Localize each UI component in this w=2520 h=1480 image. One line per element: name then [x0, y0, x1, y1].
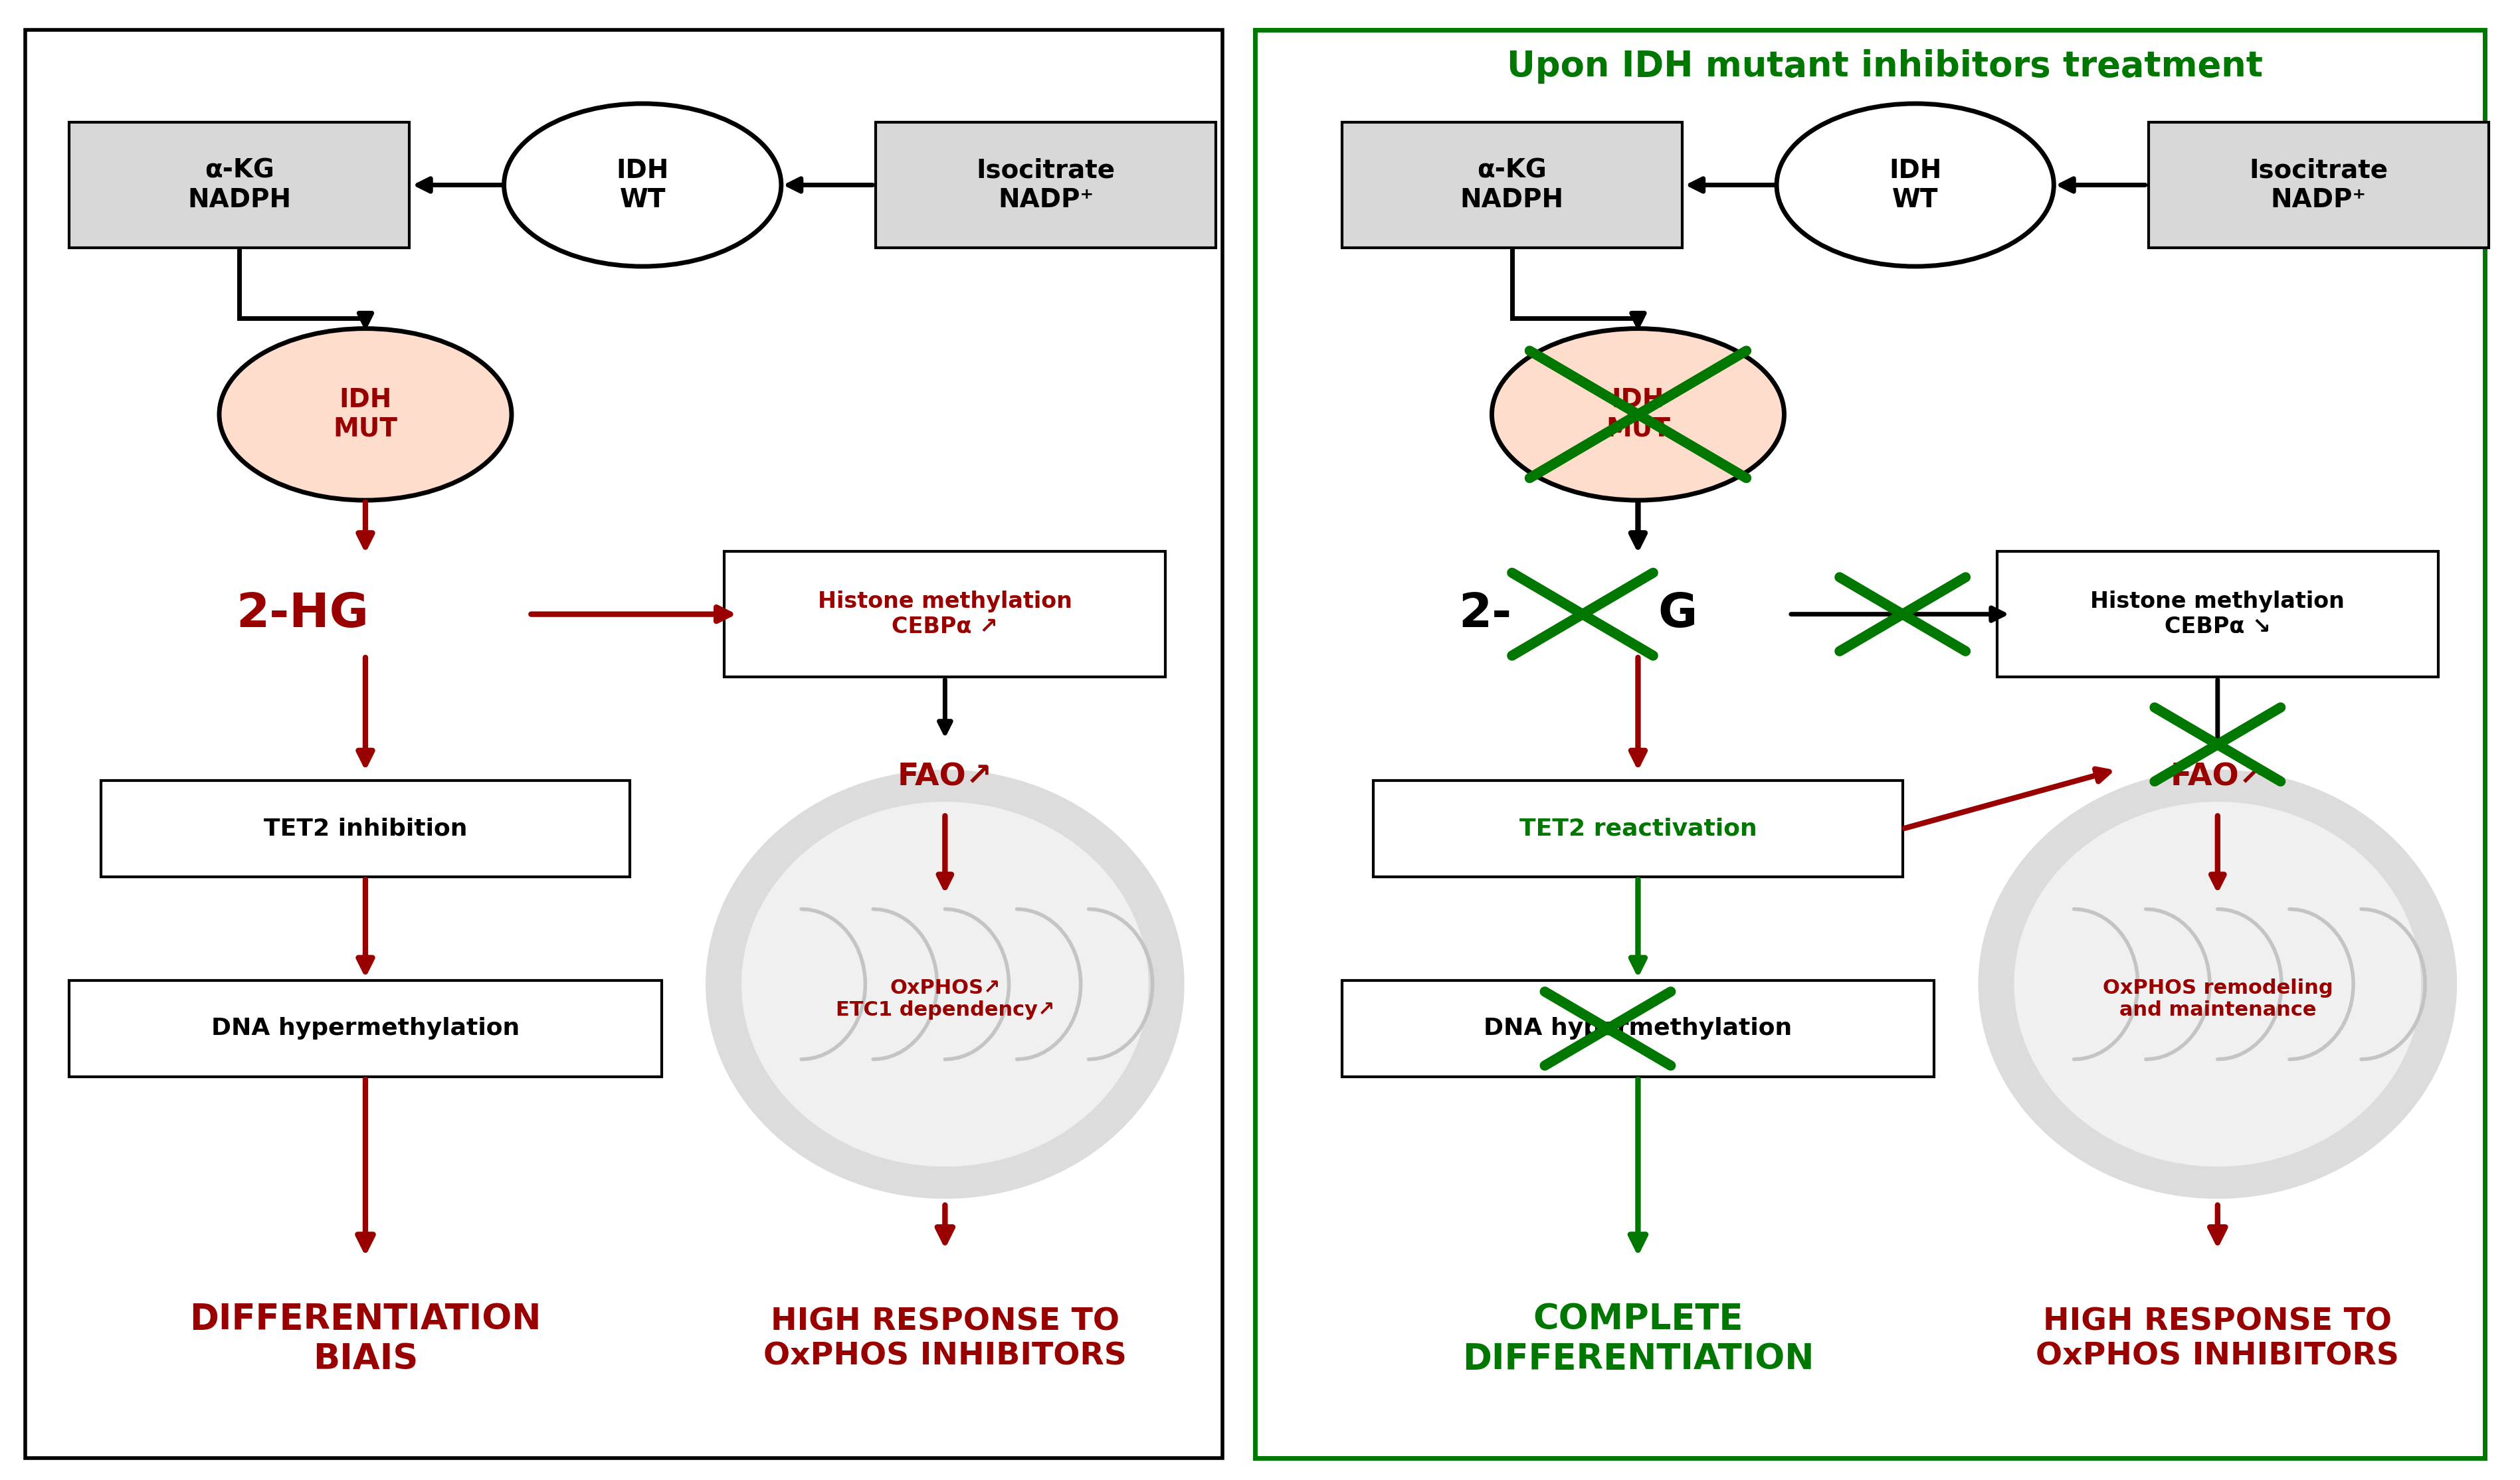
FancyBboxPatch shape [1341, 981, 1935, 1077]
Text: IDH
WT: IDH WT [1890, 158, 1940, 212]
Text: Histone methylation
CEBPα ↗: Histone methylation CEBPα ↗ [819, 591, 1071, 638]
Circle shape [504, 104, 781, 266]
Text: COMPLETE
DIFFERENTIATION: COMPLETE DIFFERENTIATION [1462, 1302, 1814, 1376]
Text: DNA hypermethylation: DNA hypermethylation [1484, 1017, 1792, 1040]
Ellipse shape [1978, 770, 2457, 1199]
FancyBboxPatch shape [101, 781, 630, 876]
Text: α-KG
NADPH: α-KG NADPH [186, 158, 292, 212]
Text: Histone methylation
CEBPα ↘: Histone methylation CEBPα ↘ [2092, 591, 2344, 638]
Text: HIGH RESPONSE TO
OxPHOS INHIBITORS: HIGH RESPONSE TO OxPHOS INHIBITORS [2036, 1307, 2399, 1372]
Text: OxPHOS↗
ETC1 dependency↗: OxPHOS↗ ETC1 dependency↗ [837, 978, 1053, 1020]
Ellipse shape [741, 802, 1149, 1166]
FancyBboxPatch shape [68, 123, 408, 249]
Text: G: G [1658, 592, 1698, 636]
Text: α-KG
NADPH: α-KG NADPH [1459, 158, 1565, 212]
Text: OxPHOS remodeling
and maintenance: OxPHOS remodeling and maintenance [2102, 978, 2334, 1020]
Text: 2-: 2- [1459, 592, 1512, 636]
FancyBboxPatch shape [1996, 552, 2437, 678]
Ellipse shape [706, 770, 1184, 1199]
Text: IDH
MUT: IDH MUT [333, 388, 398, 441]
Circle shape [1492, 329, 1784, 500]
FancyBboxPatch shape [25, 30, 1222, 1458]
Circle shape [219, 329, 512, 500]
Text: Isocitrate
NADP⁺: Isocitrate NADP⁺ [2248, 158, 2389, 212]
FancyBboxPatch shape [874, 123, 1215, 249]
FancyBboxPatch shape [726, 552, 1164, 678]
Text: Upon IDH mutant inhibitors treatment: Upon IDH mutant inhibitors treatment [1507, 49, 2263, 84]
Text: FAO↗: FAO↗ [2170, 762, 2265, 792]
Ellipse shape [2013, 802, 2422, 1166]
Text: IDH
MUT: IDH MUT [1605, 388, 1671, 441]
FancyBboxPatch shape [1341, 123, 1681, 249]
Circle shape [1777, 104, 2054, 266]
Text: DIFFERENTIATION
BIAIS: DIFFERENTIATION BIAIS [189, 1302, 542, 1376]
Text: Isocitrate
NADP⁺: Isocitrate NADP⁺ [975, 158, 1116, 212]
Text: DNA hypermethylation: DNA hypermethylation [212, 1017, 519, 1040]
Text: TET2 reactivation: TET2 reactivation [1520, 817, 1756, 841]
FancyBboxPatch shape [68, 981, 660, 1077]
Text: FAO↗: FAO↗ [897, 762, 993, 792]
FancyBboxPatch shape [2147, 123, 2487, 249]
Text: IDH
WT: IDH WT [617, 158, 668, 212]
Text: 2-HG: 2-HG [237, 592, 368, 636]
FancyBboxPatch shape [1373, 781, 1903, 876]
FancyBboxPatch shape [1255, 30, 2485, 1458]
Text: HIGH RESPONSE TO
OxPHOS INHIBITORS: HIGH RESPONSE TO OxPHOS INHIBITORS [764, 1307, 1126, 1372]
Text: TET2 inhibition: TET2 inhibition [265, 817, 466, 841]
